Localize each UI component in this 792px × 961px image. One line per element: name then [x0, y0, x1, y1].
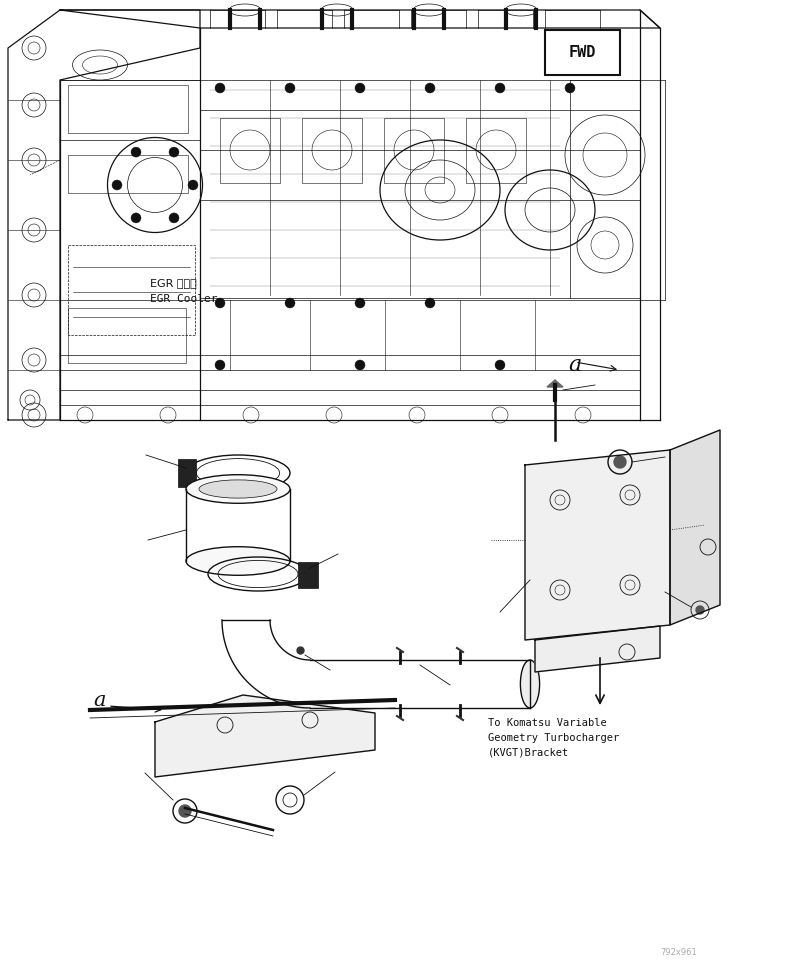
Bar	[68, 245, 195, 335]
Circle shape	[188, 180, 198, 190]
Bar	[298, 562, 318, 588]
Circle shape	[495, 83, 505, 93]
Polygon shape	[670, 430, 720, 625]
Ellipse shape	[186, 547, 290, 576]
Circle shape	[696, 606, 704, 614]
Ellipse shape	[186, 475, 290, 504]
Circle shape	[112, 180, 122, 190]
Text: a: a	[93, 691, 106, 709]
Polygon shape	[525, 450, 670, 640]
Bar	[68, 308, 186, 363]
Text: To Komatsu Variable
Geometry Turbocharger
(KVGT)Bracket: To Komatsu Variable Geometry Turbocharge…	[488, 718, 619, 757]
Circle shape	[425, 83, 435, 93]
Polygon shape	[155, 695, 375, 777]
Bar	[545, 30, 620, 75]
Bar	[68, 85, 188, 133]
Bar	[466, 118, 526, 183]
Text: 792x961: 792x961	[660, 948, 697, 957]
Bar	[178, 459, 196, 487]
Circle shape	[355, 360, 365, 370]
Ellipse shape	[199, 480, 277, 498]
Bar	[68, 155, 188, 193]
Text: a: a	[569, 354, 581, 376]
Polygon shape	[547, 380, 563, 387]
Text: EGR クーラ: EGR クーラ	[150, 278, 196, 288]
Circle shape	[169, 147, 179, 157]
Circle shape	[355, 83, 365, 93]
Circle shape	[131, 213, 141, 223]
Circle shape	[614, 456, 626, 468]
Circle shape	[285, 83, 295, 93]
Circle shape	[215, 360, 225, 370]
Circle shape	[215, 298, 225, 308]
Circle shape	[355, 298, 365, 308]
Polygon shape	[535, 626, 660, 672]
Bar	[302, 118, 362, 183]
Text: FWD: FWD	[569, 45, 596, 60]
Circle shape	[285, 298, 295, 308]
Circle shape	[495, 360, 505, 370]
Bar	[384, 118, 444, 183]
Circle shape	[131, 147, 141, 157]
Circle shape	[179, 805, 191, 817]
Bar	[220, 118, 280, 183]
Circle shape	[565, 83, 575, 93]
Ellipse shape	[520, 660, 539, 708]
Circle shape	[169, 213, 179, 223]
Text: EGR Cooler: EGR Cooler	[150, 294, 218, 304]
Circle shape	[425, 298, 435, 308]
Circle shape	[215, 83, 225, 93]
